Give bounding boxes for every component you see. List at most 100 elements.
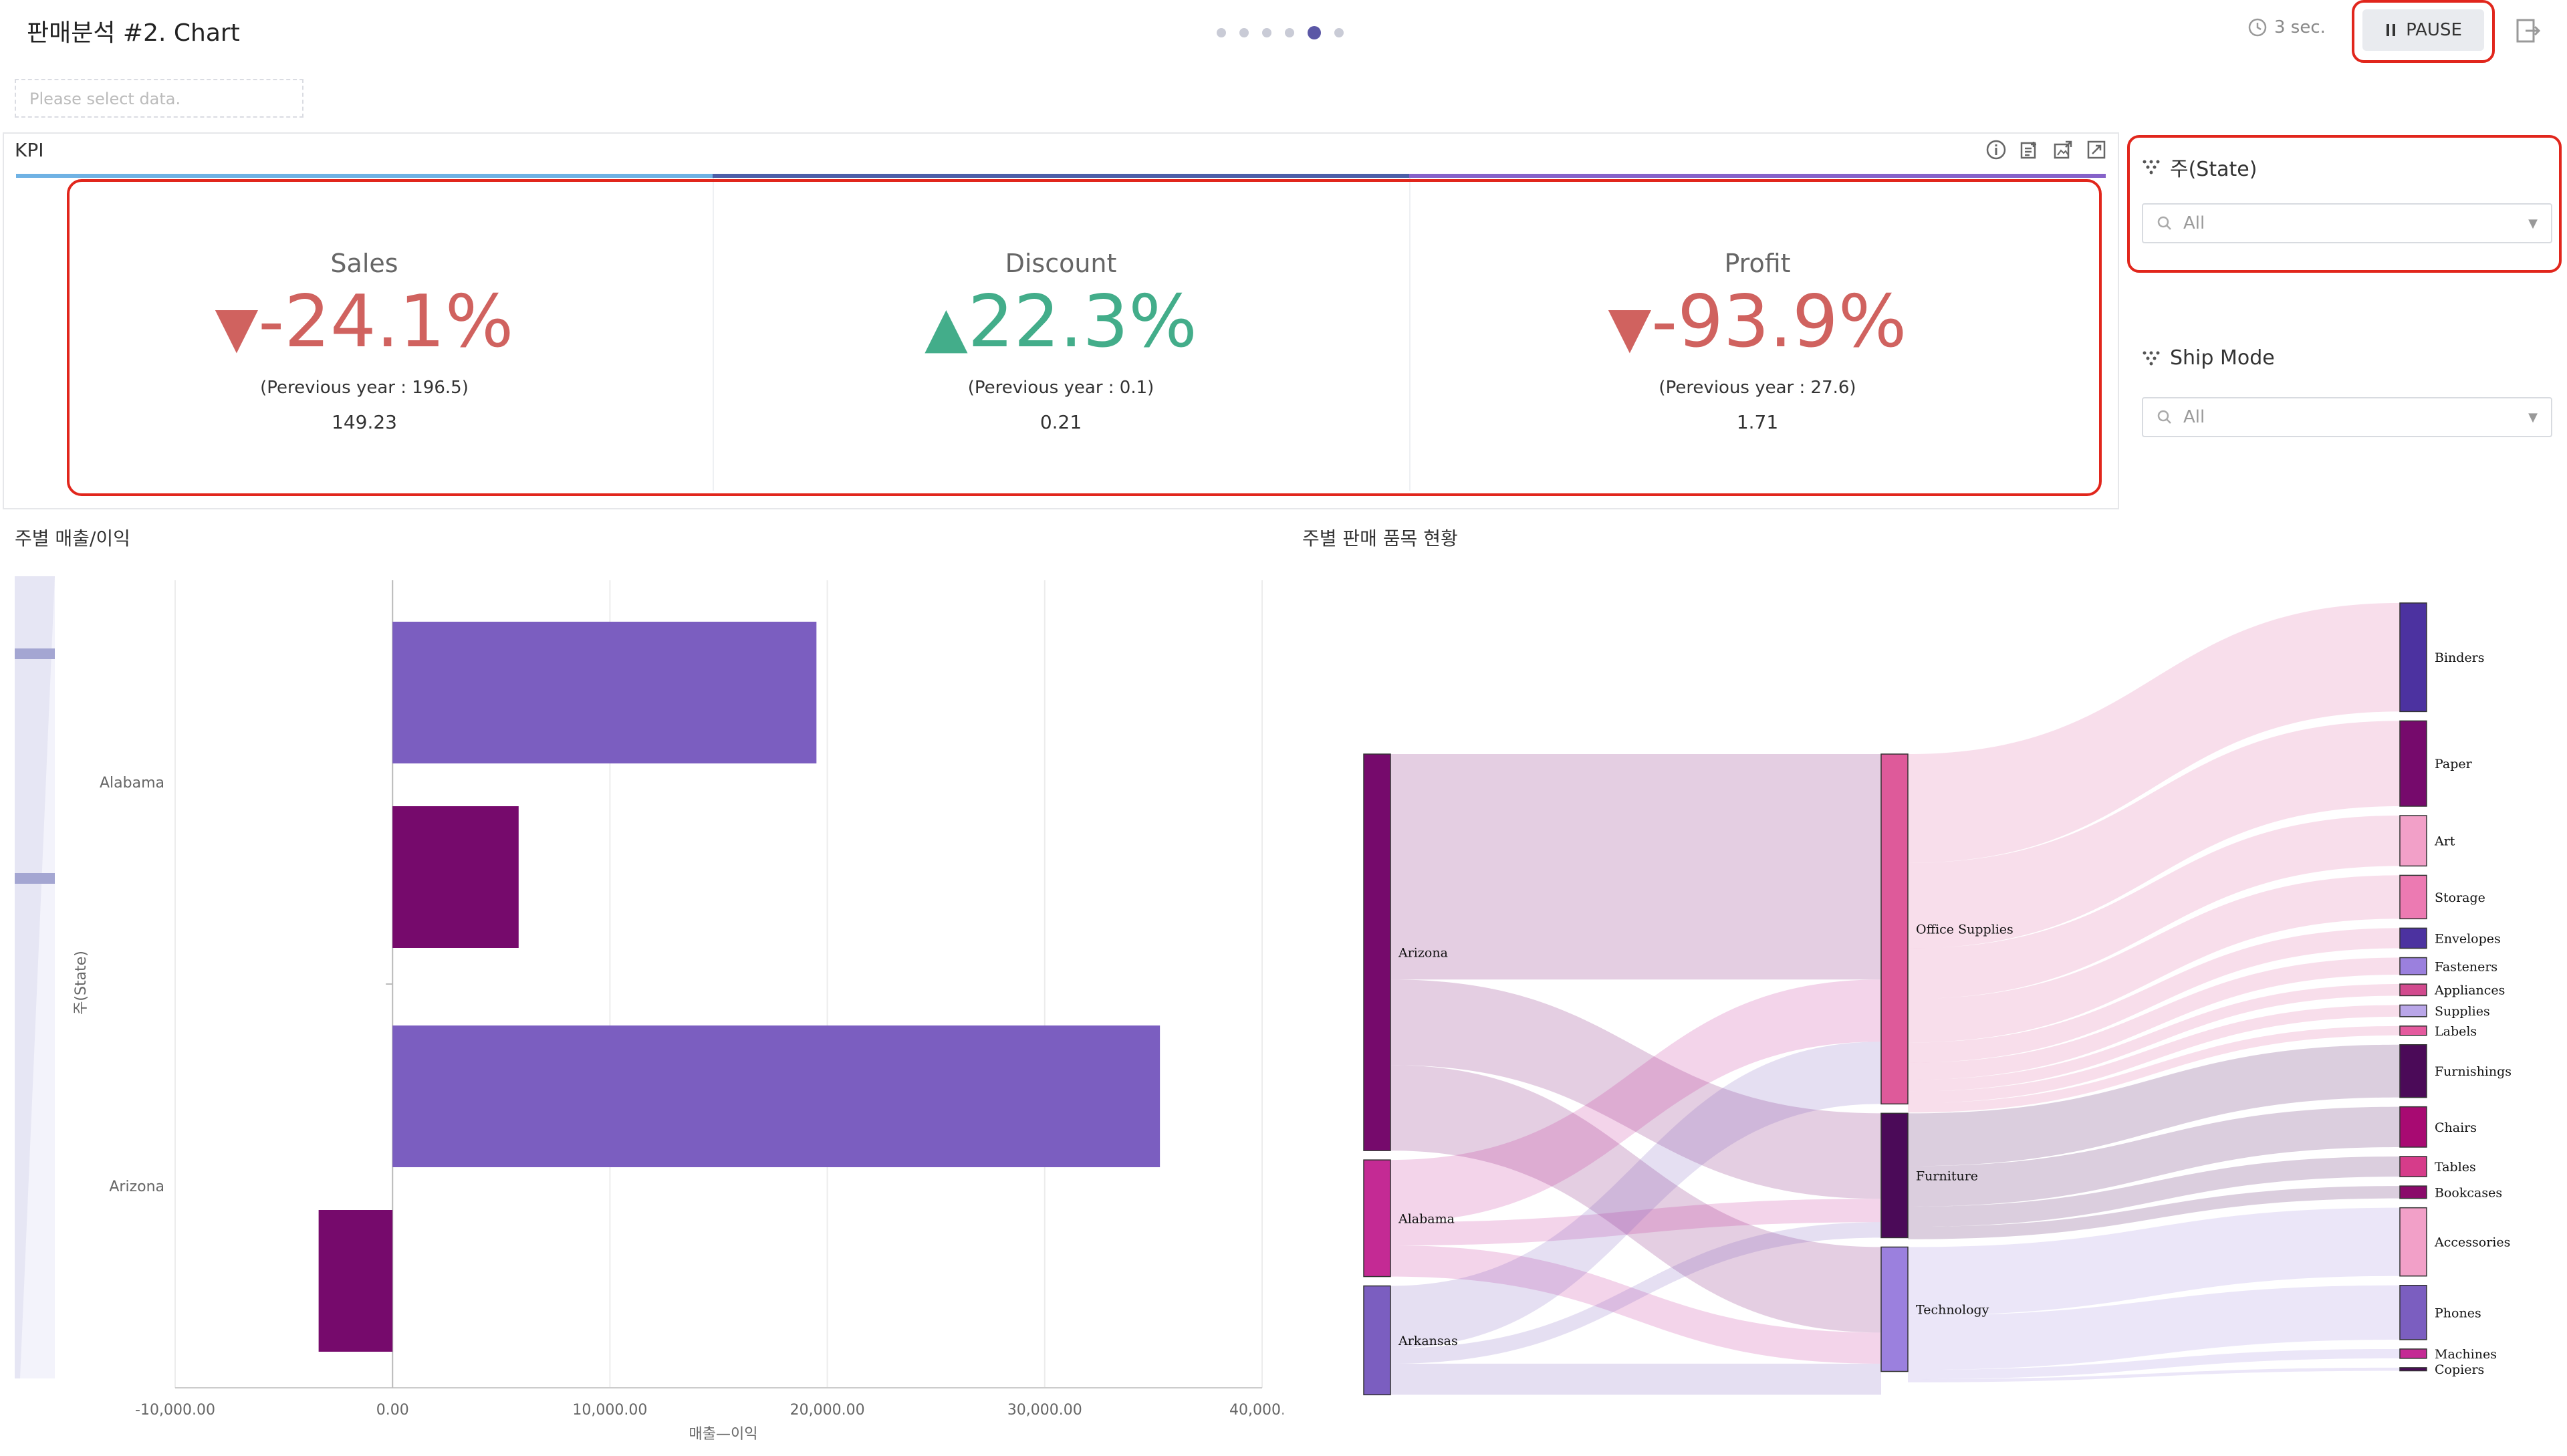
bar-arizona-1[interactable] <box>318 1210 393 1352</box>
sankey-node[interactable] <box>1880 753 1909 1105</box>
sankey-link[interactable] <box>1908 1025 2400 1113</box>
info-icon[interactable] <box>1985 139 2007 160</box>
export-image-icon[interactable] <box>2052 139 2074 160</box>
page-dot[interactable] <box>1239 28 1249 37</box>
sankey-link[interactable] <box>1908 1367 2400 1382</box>
sankey-link[interactable] <box>1390 979 1881 1223</box>
page-indicator[interactable] <box>1217 26 1344 39</box>
page-dot-active[interactable] <box>1308 26 1321 39</box>
scroller-handle[interactable] <box>15 873 55 884</box>
sankey-link[interactable] <box>1390 754 1881 980</box>
x-tick-label: 40,000.0 <box>1229 1402 1284 1419</box>
data-select-input[interactable]: Please select data. <box>15 79 303 118</box>
kpi-label: Sales <box>330 249 398 278</box>
sankey-link[interactable] <box>1390 1065 1881 1333</box>
sankey-link[interactable] <box>1908 603 2400 863</box>
sankey-node[interactable] <box>1363 1285 1391 1396</box>
sankey-link[interactable] <box>1390 1222 1881 1364</box>
sankey-link[interactable] <box>1908 1207 2400 1316</box>
sankey-link[interactable] <box>1390 1042 1881 1348</box>
bar-alabama-1[interactable] <box>392 806 519 948</box>
highlight-box <box>2352 0 2495 63</box>
page-dot[interactable] <box>1285 28 1294 37</box>
sankey-node-label: Fasteners <box>2435 959 2497 974</box>
kpi-color-bar <box>1409 174 2106 178</box>
sankey-node-label: Technology <box>1916 1302 1989 1317</box>
sankey-link[interactable] <box>1908 984 2400 1092</box>
state-filter-value: All <box>2183 213 2205 233</box>
kpi-previous-year: (Perevious year : 0.1) <box>967 378 1154 398</box>
sankey-link[interactable] <box>1908 1186 2400 1239</box>
sankey-node[interactable] <box>2399 957 2427 975</box>
kpi-label: Discount <box>1005 249 1117 278</box>
shipmode-filter-title: Ship Mode <box>2142 346 2275 370</box>
sankey-link[interactable] <box>1908 1005 2400 1104</box>
sankey-node[interactable] <box>2399 983 2427 997</box>
sankey-node[interactable] <box>1363 753 1391 1151</box>
shipmode-filter-select[interactable]: All ▼ <box>2142 397 2552 437</box>
sankey-node[interactable] <box>2399 1207 2427 1277</box>
kpi-color-bar <box>713 174 1409 178</box>
sankey-node[interactable] <box>1880 1246 1909 1372</box>
export-data-icon[interactable] <box>2019 139 2040 160</box>
sankey-link[interactable] <box>1390 1245 1881 1364</box>
sankey-node-label: Copiers <box>2435 1362 2484 1377</box>
kpi-divider <box>1409 178 1411 491</box>
sankey-node-label: Phones <box>2435 1306 2481 1320</box>
sankey-link[interactable] <box>1908 875 2400 1043</box>
sankey-link[interactable] <box>1908 816 2400 999</box>
expand-icon[interactable] <box>2086 139 2107 160</box>
sankey-node[interactable] <box>2399 720 2427 807</box>
sankey-node[interactable] <box>2399 1106 2427 1148</box>
scroller-handle[interactable] <box>15 648 55 659</box>
state-category-sankey-chart[interactable]: Arizona Alabama Arkansas Office Supplies Fur… <box>1310 588 2554 1424</box>
sankey-link[interactable] <box>1908 1348 2400 1380</box>
sankey-link[interactable] <box>1908 1044 2400 1167</box>
sankey-node[interactable] <box>2399 815 2427 867</box>
sankey-node[interactable] <box>2399 1025 2427 1036</box>
y-tick-label: Arizona <box>109 1179 164 1195</box>
x-tick-label: 10,000.00 <box>572 1402 647 1419</box>
sankey-node[interactable] <box>2399 1004 2427 1017</box>
sankey-node[interactable] <box>2399 1285 2427 1340</box>
sankey-node-label: Art <box>2434 834 2455 849</box>
sankey-node[interactable] <box>2399 927 2427 949</box>
sankey-node-label: Office Supplies <box>1916 923 2013 937</box>
sankey-node[interactable] <box>2399 1348 2427 1359</box>
sankey-link[interactable] <box>1390 979 1881 1199</box>
page-dot[interactable] <box>1334 28 1344 37</box>
sankey-node[interactable] <box>2399 1156 2427 1177</box>
sankey-node[interactable] <box>1363 1159 1391 1278</box>
sankey-link[interactable] <box>1908 1156 2400 1227</box>
sankey-link[interactable] <box>1390 1199 1881 1246</box>
sankey-chart-title: 주별 판매 품목 현황 <box>1302 527 1458 550</box>
sankey-node[interactable] <box>2399 1044 2427 1098</box>
sankey-node[interactable] <box>2399 1367 2427 1372</box>
filter-icon <box>2143 351 2160 365</box>
exit-icon[interactable] <box>2515 17 2542 44</box>
sankey-node[interactable] <box>2399 874 2427 920</box>
search-icon <box>2157 216 2171 230</box>
sankey-link[interactable] <box>1908 1285 2400 1370</box>
sankey-link[interactable] <box>1908 928 2400 1063</box>
pause-button[interactable]: PAUSE <box>2362 9 2484 51</box>
sankey-link[interactable] <box>1908 957 2400 1080</box>
bar-alabama-0[interactable] <box>392 622 817 763</box>
sankey-node[interactable] <box>2399 602 2427 713</box>
kpi-change: ▼-24.1% <box>16 282 713 367</box>
page-dot[interactable] <box>1217 28 1226 37</box>
x-tick-label: 30,000.00 <box>1007 1402 1082 1419</box>
triangle-down-icon: ▼ <box>215 294 259 360</box>
state-filter-select[interactable]: All ▼ <box>2142 203 2552 243</box>
sankey-node[interactable] <box>1880 1112 1909 1239</box>
page-dot[interactable] <box>1262 28 1271 37</box>
highlight-box <box>67 179 2102 496</box>
sankey-link[interactable] <box>1908 1106 2400 1207</box>
sankey-link[interactable] <box>1390 1363 1881 1395</box>
state-sales-profit-chart[interactable]: -10,000.00 0.00 10,000.00 20,000.00 30,000.0… <box>0 562 1284 1456</box>
clock-icon <box>2248 18 2267 37</box>
bar-arizona-0[interactable] <box>392 1025 1160 1167</box>
interval-timer[interactable]: 3 sec. <box>2247 17 2326 37</box>
sankey-link[interactable] <box>1908 721 2400 949</box>
sankey-node[interactable] <box>2399 1185 2427 1199</box>
